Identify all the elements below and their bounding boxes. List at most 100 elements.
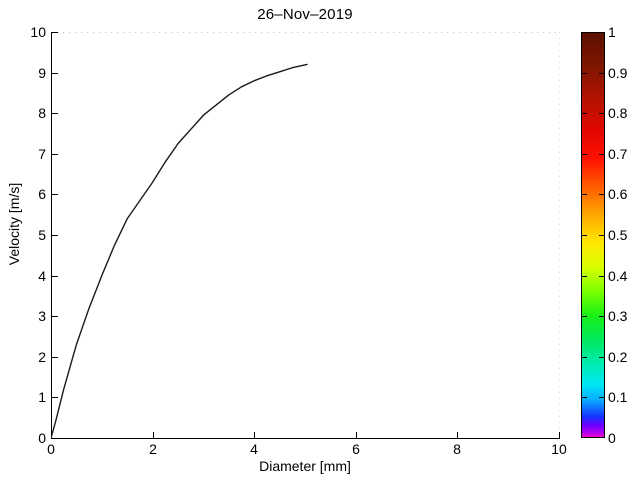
x-tick-label: 2 (149, 441, 157, 457)
y-tick-mark (52, 113, 58, 114)
y-tick-label-wrapper: 8 (0, 106, 46, 120)
colorbar-tick-mark (599, 316, 605, 317)
y-tick-label-wrapper: 3 (0, 309, 46, 323)
y-tick-label-wrapper: 2 (0, 350, 46, 364)
y-tick-label-wrapper: 10 (0, 25, 46, 39)
colorbar-tick-mark (599, 154, 605, 155)
axis-top-border (51, 32, 559, 33)
y-tick-mark (52, 32, 58, 33)
y-tick-label-wrapper: 4 (0, 269, 46, 283)
x-tick-label: 0 (47, 441, 55, 457)
y-tick-mark (52, 154, 58, 155)
colorbar-tick-label: 0 (608, 430, 616, 446)
y-tick-label-wrapper: 0 (0, 431, 46, 445)
x-tick-label-wrapper: 0 (31, 441, 71, 457)
y-axis-line (51, 32, 52, 439)
plot-area[interactable] (51, 32, 559, 438)
data-series-plot (51, 63, 308, 438)
y-tick-mark (52, 357, 58, 358)
colorbar-tick-label-wrapper: 0.9 (608, 66, 640, 80)
y-tick-label: 9 (38, 65, 46, 81)
colorbar-tick-label: 0.6 (608, 186, 628, 202)
y-tick-label: 1 (38, 389, 46, 405)
y-tick-label-wrapper: 6 (0, 187, 46, 201)
colorbar-tick-label-wrapper: 1 (608, 25, 640, 39)
y-tick-mark (52, 194, 58, 195)
colorbar-gradient (582, 33, 604, 437)
x-tick-label-wrapper: 2 (133, 441, 173, 457)
colorbar-tick-mark (582, 73, 587, 74)
y-tick-label: 7 (38, 146, 46, 162)
colorbar-tick-mark (599, 397, 605, 398)
x-tick-label: 10 (551, 441, 567, 457)
x-tick-label-wrapper: 8 (437, 441, 477, 457)
y-tick-mark (52, 316, 58, 317)
x-tick-mark (254, 432, 255, 438)
x-tick-label: 8 (453, 441, 461, 457)
x-tick-label-wrapper: 6 (336, 441, 376, 457)
x-tick-mark (356, 432, 357, 438)
colorbar-tick-mark (582, 154, 587, 155)
x-axis-label: Diameter [mm] (259, 458, 351, 474)
colorbar-tick-label-wrapper: 0.4 (608, 269, 640, 283)
x-tick-label-wrapper: 10 (539, 441, 579, 457)
colorbar-tick-mark (582, 194, 587, 195)
colorbar-tick-label: 0.9 (608, 65, 628, 81)
x-tick-mark (559, 432, 560, 438)
y-tick-label-wrapper: 7 (0, 147, 46, 161)
y-axis-label-wrapper: Velocity [m/s] (5, 124, 23, 324)
x-tick-mark (457, 432, 458, 438)
y-axis-label: Velocity [m/s] (6, 182, 22, 266)
colorbar-tick-label: 0.2 (608, 349, 628, 365)
y-tick-label: 10 (30, 24, 46, 40)
colorbar-tick-mark (582, 113, 587, 114)
colorbar-tick-label-wrapper: 0.7 (608, 147, 640, 161)
colorbar-tick-label-wrapper: 0.3 (608, 309, 640, 323)
y-tick-label: 6 (38, 186, 46, 202)
x-tick-label-wrapper: 4 (234, 441, 274, 457)
y-tick-mark (52, 438, 58, 439)
colorbar-tick-label: 0.8 (608, 105, 628, 121)
y-tick-label: 4 (38, 268, 46, 284)
y-tick-label-wrapper: 5 (0, 228, 46, 242)
colorbar-tick-label: 0.7 (608, 146, 628, 162)
x-axis-line (51, 438, 560, 439)
y-tick-label: 5 (38, 227, 46, 243)
axis-right-border (559, 32, 560, 438)
colorbar-tick-mark (599, 113, 605, 114)
colorbar-tick-label-wrapper: 0.8 (608, 106, 640, 120)
colorbar-tick-mark (599, 235, 605, 236)
colorbar-tick-label-wrapper: 0.2 (608, 350, 640, 364)
colorbar-tick-label-wrapper: 0.1 (608, 390, 640, 404)
y-tick-mark (52, 276, 58, 277)
colorbar-tick-mark (582, 316, 587, 317)
colorbar-tick-mark (599, 276, 605, 277)
colorbar-tick-label-wrapper: 0 (608, 431, 640, 445)
x-tick-label: 4 (250, 441, 258, 457)
colorbar-tick-mark (599, 357, 605, 358)
colorbar-tick-mark (582, 357, 587, 358)
y-tick-mark (52, 235, 58, 236)
x-tick-label: 6 (352, 441, 360, 457)
colorbar-tick-label: 0.5 (608, 227, 628, 243)
colorbar-tick-mark (599, 194, 605, 195)
colorbar-tick-label: 1 (608, 24, 616, 40)
y-tick-label-wrapper: 1 (0, 390, 46, 404)
colorbar-tick-label-wrapper: 0.5 (608, 228, 640, 242)
y-tick-label: 0 (38, 430, 46, 446)
colorbar-tick-mark (582, 276, 587, 277)
chart-title: 26–Nov–2019 (257, 6, 353, 23)
colorbar-tick-label: 0.3 (608, 308, 628, 324)
colorbar-tick-mark (582, 397, 587, 398)
x-tick-mark (153, 432, 154, 438)
colorbar-tick-label-wrapper: 0.6 (608, 187, 640, 201)
colorbar-tick-label: 0.4 (608, 268, 628, 284)
velocity-curve (51, 63, 308, 438)
y-tick-label: 8 (38, 105, 46, 121)
y-tick-mark (52, 397, 58, 398)
y-tick-label-wrapper: 9 (0, 66, 46, 80)
y-tick-mark (52, 73, 58, 74)
y-tick-label: 2 (38, 349, 46, 365)
colorbar-tick-mark (582, 235, 587, 236)
